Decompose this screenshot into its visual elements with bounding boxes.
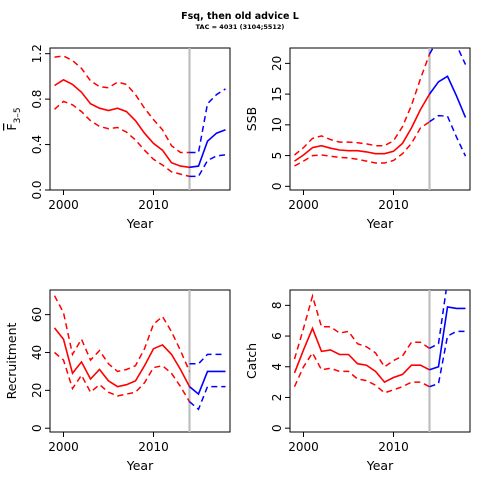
catch-x-axis-title: Year bbox=[366, 458, 394, 473]
ssb-historic-upper-line bbox=[294, 53, 431, 156]
catch-y-axis-title: Catch bbox=[244, 343, 259, 379]
ssb-panel: 2000 2010 0 5 10 15 20 Year SSB bbox=[244, 47, 471, 231]
ssb-x-axis-title: Year bbox=[366, 216, 394, 231]
f-y-tick-label: 0.0 bbox=[30, 180, 44, 199]
f-y-axis-title-sub: 3–5 bbox=[13, 107, 23, 123]
f-historic-median-line bbox=[54, 78, 190, 169]
f-panel: 2000 2010 0.0 0.4 0.8 1.2 Year F3–5 bbox=[4, 44, 231, 231]
recruitment-historic-median-line bbox=[53, 327, 191, 388]
f-historic-upper-line bbox=[54, 55, 190, 154]
ssb-projection-upper-line bbox=[428, 48, 467, 65]
f-projection-upper-line bbox=[189, 88, 226, 154]
catch-y-tick-label: 0 bbox=[270, 424, 284, 432]
recruitment-projection-median-line bbox=[188, 370, 226, 396]
ssb-y-axis-title: SSB bbox=[244, 107, 259, 131]
catch-x-tick-label: 2000 bbox=[288, 440, 319, 454]
catch-data-layer bbox=[293, 290, 466, 432]
catch-y-tick-label: 2 bbox=[270, 394, 284, 402]
catch-y-tick-label: 6 bbox=[270, 332, 284, 340]
f-y-axis-title-main: F bbox=[4, 123, 19, 130]
f-x-tick-label: 2010 bbox=[138, 198, 169, 212]
f-y-tick-label: 0.8 bbox=[30, 90, 44, 109]
f-y-tick-label: 1.2 bbox=[30, 44, 44, 63]
f-x-axis-title: Year bbox=[126, 216, 154, 231]
ssb-plot-frame bbox=[289, 47, 471, 191]
catch-x-tick-label: 2010 bbox=[378, 440, 409, 454]
recruitment-x-axis-title: Year bbox=[126, 458, 154, 473]
recruitment-projection-upper-line bbox=[189, 353, 226, 365]
f-data-layer bbox=[54, 48, 226, 190]
ssb-historic-lower-line bbox=[294, 121, 430, 167]
recruitment-projection-lower-line bbox=[189, 385, 226, 411]
figure-subtitle: TAC = 4031 (3104;5512) bbox=[195, 23, 285, 31]
recruitment-y-tick-label: 20 bbox=[30, 383, 44, 398]
ssb-y-tick-label: 0 bbox=[270, 182, 284, 190]
ssb-projection-median-line bbox=[428, 75, 467, 118]
catch-projection-lower-line bbox=[429, 330, 466, 388]
recruitment-y-tick-label: 40 bbox=[30, 345, 44, 360]
catch-y-tick-label: 8 bbox=[270, 302, 284, 310]
recruitment-panel: 2000 2010 0 20 40 60 Year Recruitment bbox=[4, 289, 231, 473]
catch-historic-lower-line bbox=[293, 351, 430, 394]
f-projection-median-line bbox=[189, 129, 226, 169]
f-y-axis-title: F3–5 bbox=[4, 107, 23, 130]
f-y-tick-label: 0.4 bbox=[30, 135, 44, 154]
catch-historic-median-line bbox=[293, 326, 430, 384]
catch-panel: 2000 2010 0 2 4 6 8 Year Catch bbox=[244, 289, 471, 473]
f-projection-lower-line bbox=[189, 154, 226, 178]
recruitment-data-layer bbox=[53, 290, 226, 432]
recruitment-x-tick-label: 2010 bbox=[138, 440, 169, 454]
recruitment-plot-frame bbox=[49, 289, 231, 433]
catch-projection-median-line bbox=[429, 305, 466, 371]
f-historic-lower-line bbox=[54, 100, 190, 178]
ssb-projection-lower-line bbox=[429, 114, 467, 157]
figure-title: Fsq, then old advice L bbox=[181, 11, 299, 22]
f-plot-frame bbox=[49, 47, 231, 191]
catch-historic-upper-line bbox=[293, 293, 430, 368]
catch-plot-frame bbox=[289, 289, 471, 433]
ssb-x-tick-label: 2010 bbox=[378, 198, 409, 212]
ssb-y-tick-label: 15 bbox=[270, 86, 284, 101]
ssb-y-tick-label: 20 bbox=[270, 56, 284, 71]
recruitment-y-tick-label: 0 bbox=[30, 424, 44, 432]
f-x-tick-label: 2000 bbox=[48, 198, 79, 212]
recruitment-y-tick-label: 60 bbox=[30, 307, 44, 322]
ssb-data-layer bbox=[294, 48, 467, 190]
recruitment-historic-upper-line bbox=[53, 295, 191, 373]
recruitment-historic-lower-line bbox=[54, 351, 191, 403]
ssb-y-tick-label: 5 bbox=[270, 152, 284, 160]
ssb-x-tick-label: 2000 bbox=[288, 198, 319, 212]
ssb-y-tick-label: 10 bbox=[270, 117, 284, 132]
ssb-historic-median-line bbox=[294, 93, 431, 162]
recruitment-x-tick-label: 2000 bbox=[48, 440, 79, 454]
recruitment-y-axis-title: Recruitment bbox=[4, 323, 19, 400]
catch-y-tick-label: 4 bbox=[270, 363, 284, 371]
